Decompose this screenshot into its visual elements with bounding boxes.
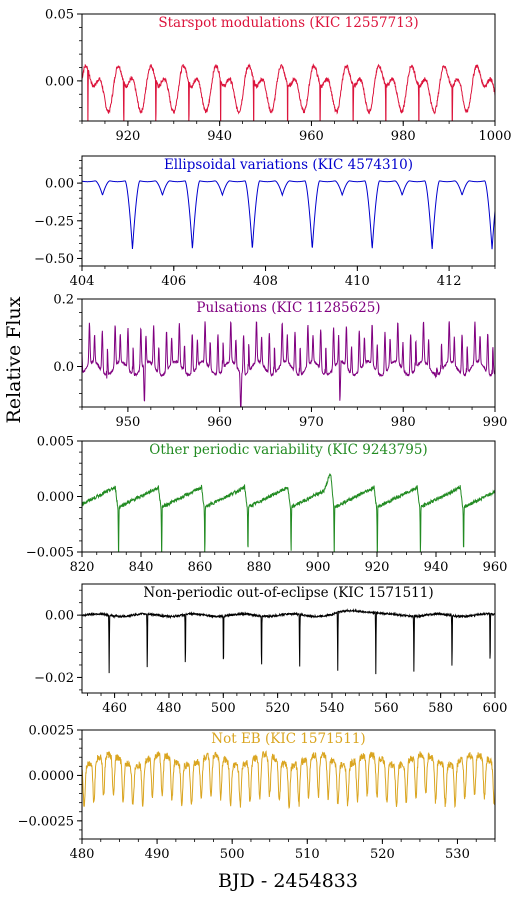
panel-3: 950 960 970 980 990 0.0 0.2 Pulsations (KIC 112… [53,293,507,431]
panel-5: 460 480 500 520 540 560 580 600 0.00 −0.02 Non-per… [34,583,508,716]
series-line [82,608,495,675]
y-tick-label: −0.005 [26,546,74,561]
x-tick-label: 920 [115,129,140,144]
x-tick-label: 480 [70,847,95,862]
series-line [82,320,495,407]
y-tick-label: −0.50 [34,252,74,267]
x-tick-label: 410 [345,274,370,289]
x-tick-label: 560 [374,701,399,716]
y-axis-label: Relative Flux [3,296,25,423]
x-tick-label: 860 [188,560,213,575]
series-line [82,473,495,552]
series-line [82,63,495,121]
x-tick-label: 900 [306,560,331,575]
y-tick-label: −0.02 [34,671,74,686]
y-tick-label: 0.0 [53,360,74,375]
panel-2: 404 406 408 410 412 0.00 −0.25 −0.50 Ellipsoidal… [34,155,496,289]
x-tick-label: 406 [161,274,186,289]
panel-4: 820 840 860 880 900 920 940 960 0.005 0.000 −0.005… [26,435,508,576]
x-tick-label: 940 [207,129,232,144]
panel-title: Other periodic variability (KIC 9243795) [149,442,427,458]
panel-title: Non-periodic out-of-eclipse (KIC 1571511… [143,585,433,601]
panel-title: Pulsations (KIC 11285625) [196,300,380,316]
x-tick-label: 408 [253,274,278,289]
x-tick-label: 1000 [478,129,511,144]
x-tick-label: 580 [428,701,453,716]
panel-title: Starspot modulations (KIC 12557713) [158,15,418,31]
y-tick-label: 0.0025 [29,724,75,739]
x-tick-label: 980 [391,129,416,144]
axes-frame [81,583,496,694]
panel-1: 920 940 960 980 1000 0.00 0.05 Starspot modulat… [45,8,512,145]
x-tick-label: 520 [370,847,395,862]
x-tick-label: 404 [70,274,95,289]
x-tick-label: 820 [70,560,95,575]
y-tick-label: 0.2 [53,293,74,308]
y-tick-label: 0.00 [45,609,74,624]
x-tick-label: 880 [247,560,272,575]
y-tick-label: −0.0025 [18,814,74,829]
y-tick-label: 0.00 [45,74,74,89]
x-tick-label: 970 [299,415,324,430]
series-line [82,750,495,810]
panels: 920 940 960 980 1000 0.00 0.05 Starspot modulat… [18,8,512,863]
x-tick-label: 990 [483,415,508,430]
x-tick-label: 500 [211,701,236,716]
y-tick-label: 0.005 [37,435,74,450]
panel-title: Ellipsoidal variations (KIC 4574310) [164,157,413,173]
panel-title: Not EB (KIC 1571511) [211,731,365,747]
x-tick-label: 530 [445,847,470,862]
x-tick-label: 980 [391,415,416,430]
x-tick-label: 920 [365,560,390,575]
x-tick-label: 940 [424,560,449,575]
x-tick-label: 460 [102,701,127,716]
x-axis-label: BJD - 2454833 [218,870,358,892]
x-tick-label: 960 [299,129,324,144]
x-tick-label: 520 [265,701,290,716]
x-tick-label: 950 [115,415,140,430]
y-tick-label: −0.25 [34,214,74,229]
series-line [82,180,495,250]
panel-6: 480 490 500 510 520 530 0.0025 0.0000 −0.0025 Not… [18,724,496,862]
x-tick-label: 480 [157,701,182,716]
x-tick-label: 960 [207,415,232,430]
x-tick-label: 540 [320,701,345,716]
x-tick-label: 510 [295,847,320,862]
y-tick-label: 0.0000 [29,769,75,784]
x-tick-label: 600 [483,701,508,716]
x-tick-label: 840 [129,560,154,575]
x-tick-label: 960 [483,560,508,575]
y-tick-label: 0.000 [37,490,74,505]
x-tick-label: 490 [145,847,170,862]
x-tick-label: 412 [437,274,462,289]
y-tick-label: 0.05 [45,8,74,23]
y-tick-label: 0.00 [45,177,74,192]
x-tick-label: 500 [220,847,245,862]
